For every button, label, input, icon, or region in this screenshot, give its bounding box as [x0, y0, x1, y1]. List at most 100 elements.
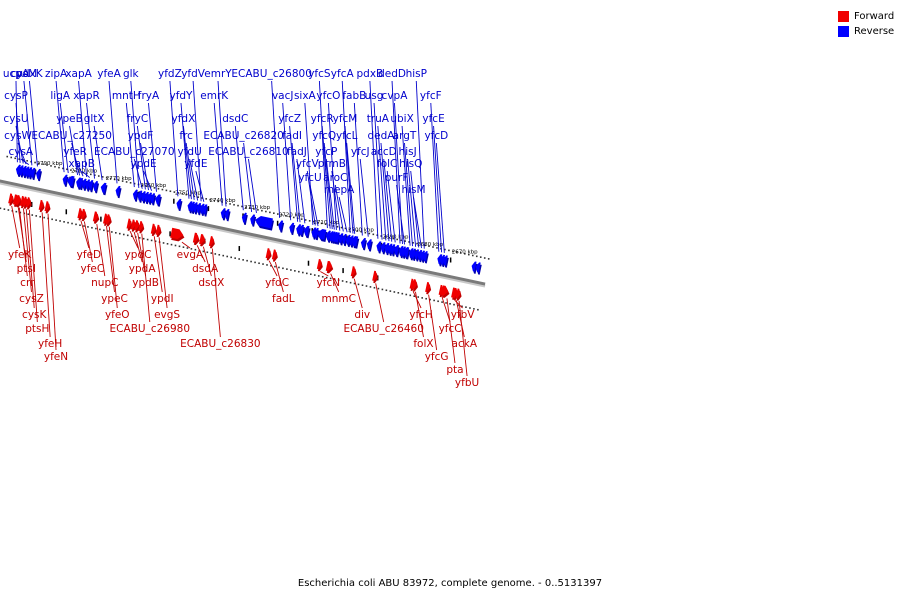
leader-line: [182, 125, 192, 200]
mnmC-gene: [325, 260, 334, 274]
gene-label: folX: [413, 338, 433, 350]
yfeA-gene: [115, 185, 122, 199]
leader-line: [380, 142, 390, 242]
gltX-gene: [100, 182, 108, 196]
leader-line: [441, 297, 451, 323]
ECABU_c26460-gene: [372, 270, 379, 284]
leader-line: [401, 125, 411, 246]
leader-line: [306, 170, 316, 226]
leader-line: [323, 142, 333, 230]
leader-line: [353, 278, 363, 309]
leader-line: [28, 80, 38, 167]
leader-line: [133, 158, 143, 189]
leader-line: [346, 142, 356, 234]
gene-label: cvpA: [382, 90, 409, 102]
mntH-gene: [132, 189, 139, 202]
leader-line: [327, 102, 337, 230]
gene-label: mntH: [112, 90, 141, 102]
gene-label: ypdE: [131, 158, 157, 170]
ligA-gene: [66, 175, 76, 189]
tick-label: 2710 kbp: [313, 220, 339, 226]
leader-line: [25, 209, 35, 309]
leader-line: [415, 80, 425, 249]
gene-label: cysK: [22, 309, 47, 321]
forward-genes: yfeKptsIcrrcysZcysKptsHyfeHyfeNyfeDyfeCn…: [8, 193, 479, 389]
tick-label: 2780 kbp: [71, 168, 97, 174]
tick-label: 2730 kbp: [244, 205, 270, 211]
gene-label: yfbU: [455, 377, 479, 389]
leader-line: [217, 80, 227, 207]
leader-line: [320, 271, 329, 277]
gene-label: ECABU_c26830: [180, 338, 260, 350]
ypdI-gene: [150, 223, 157, 237]
leader-line: [81, 170, 90, 178]
tick-label: 2680 kbp: [417, 242, 443, 248]
gene-label: ypdI: [151, 293, 174, 305]
gene-label: mnmC: [321, 293, 355, 305]
gene-label: accD: [371, 146, 397, 158]
gene-label: hisM: [401, 184, 425, 196]
dsdX-gene: [199, 233, 206, 247]
leader-line: [136, 125, 146, 190]
leader-line: [359, 158, 369, 237]
leader-line: [433, 125, 443, 253]
gene-label: dedA: [367, 130, 395, 142]
yfeH-gene: [38, 199, 45, 213]
leader-line: [158, 237, 168, 309]
gene-label: truA: [367, 113, 390, 125]
leader-line: [248, 158, 257, 214]
ECABU_c26800-gene: [278, 220, 285, 233]
gene-label: yfcP: [315, 146, 337, 158]
gene-label: ECABU_c26810: [208, 146, 288, 158]
leader-line: [353, 102, 363, 236]
gene-label: aroC: [323, 172, 347, 184]
leader-line: [148, 102, 157, 192]
gene-label: yfcD: [424, 130, 448, 142]
leader-line: [304, 102, 314, 225]
gene-label: fryA: [138, 90, 160, 102]
gene-label: ucpA: [3, 68, 30, 80]
gene-label: ypdF: [128, 130, 154, 142]
leader-line: [23, 208, 32, 293]
tick-label: 2690 kbp: [383, 235, 409, 241]
leader-line: [243, 142, 253, 213]
gene-label: ECABU_c26800: [231, 68, 311, 80]
leader-line: [331, 170, 341, 231]
tick-label: 2700 kbp: [348, 227, 374, 233]
legend: Forward Reverse: [838, 9, 894, 39]
leader-line: [55, 80, 65, 173]
leader-line: [234, 125, 244, 211]
gene-label: ECABU_c27250: [31, 130, 111, 142]
yfdZ-gene: [176, 198, 183, 212]
ypdC-gene: [126, 218, 133, 231]
ECABU_c26830-gene: [208, 236, 215, 249]
leader-line: [181, 241, 191, 249]
tick-label: 2670 kbp: [452, 249, 478, 255]
gene-label: yfdY: [169, 90, 193, 102]
hisP-gene: [422, 251, 429, 264]
gene-label: emrY: [204, 68, 232, 80]
leader-line: [291, 142, 301, 223]
leader-line: [96, 223, 106, 277]
gene-label: prmB: [318, 158, 346, 170]
gene-label: dsdX: [198, 277, 224, 289]
leader-line: [407, 158, 417, 247]
leader-line: [268, 260, 278, 277]
leader-line: [108, 226, 118, 309]
gene-label: yfeA: [97, 68, 121, 80]
gene-label: yfdV: [181, 68, 206, 80]
leader-line: [106, 226, 115, 293]
leader-line: [274, 261, 284, 293]
leader-line: [15, 125, 24, 164]
yfcN-gene: [316, 258, 323, 272]
tick-label: 2760 kbp: [140, 183, 166, 189]
gene-label: cysZ: [19, 293, 44, 305]
gene-label: ligA: [50, 90, 70, 102]
gene-label: hisP: [406, 68, 427, 80]
leader-line: [15, 102, 21, 163]
yfeC-gene: [80, 208, 87, 222]
genome-axis: [0, 179, 486, 288]
gene-label: yfcZ: [278, 113, 301, 125]
